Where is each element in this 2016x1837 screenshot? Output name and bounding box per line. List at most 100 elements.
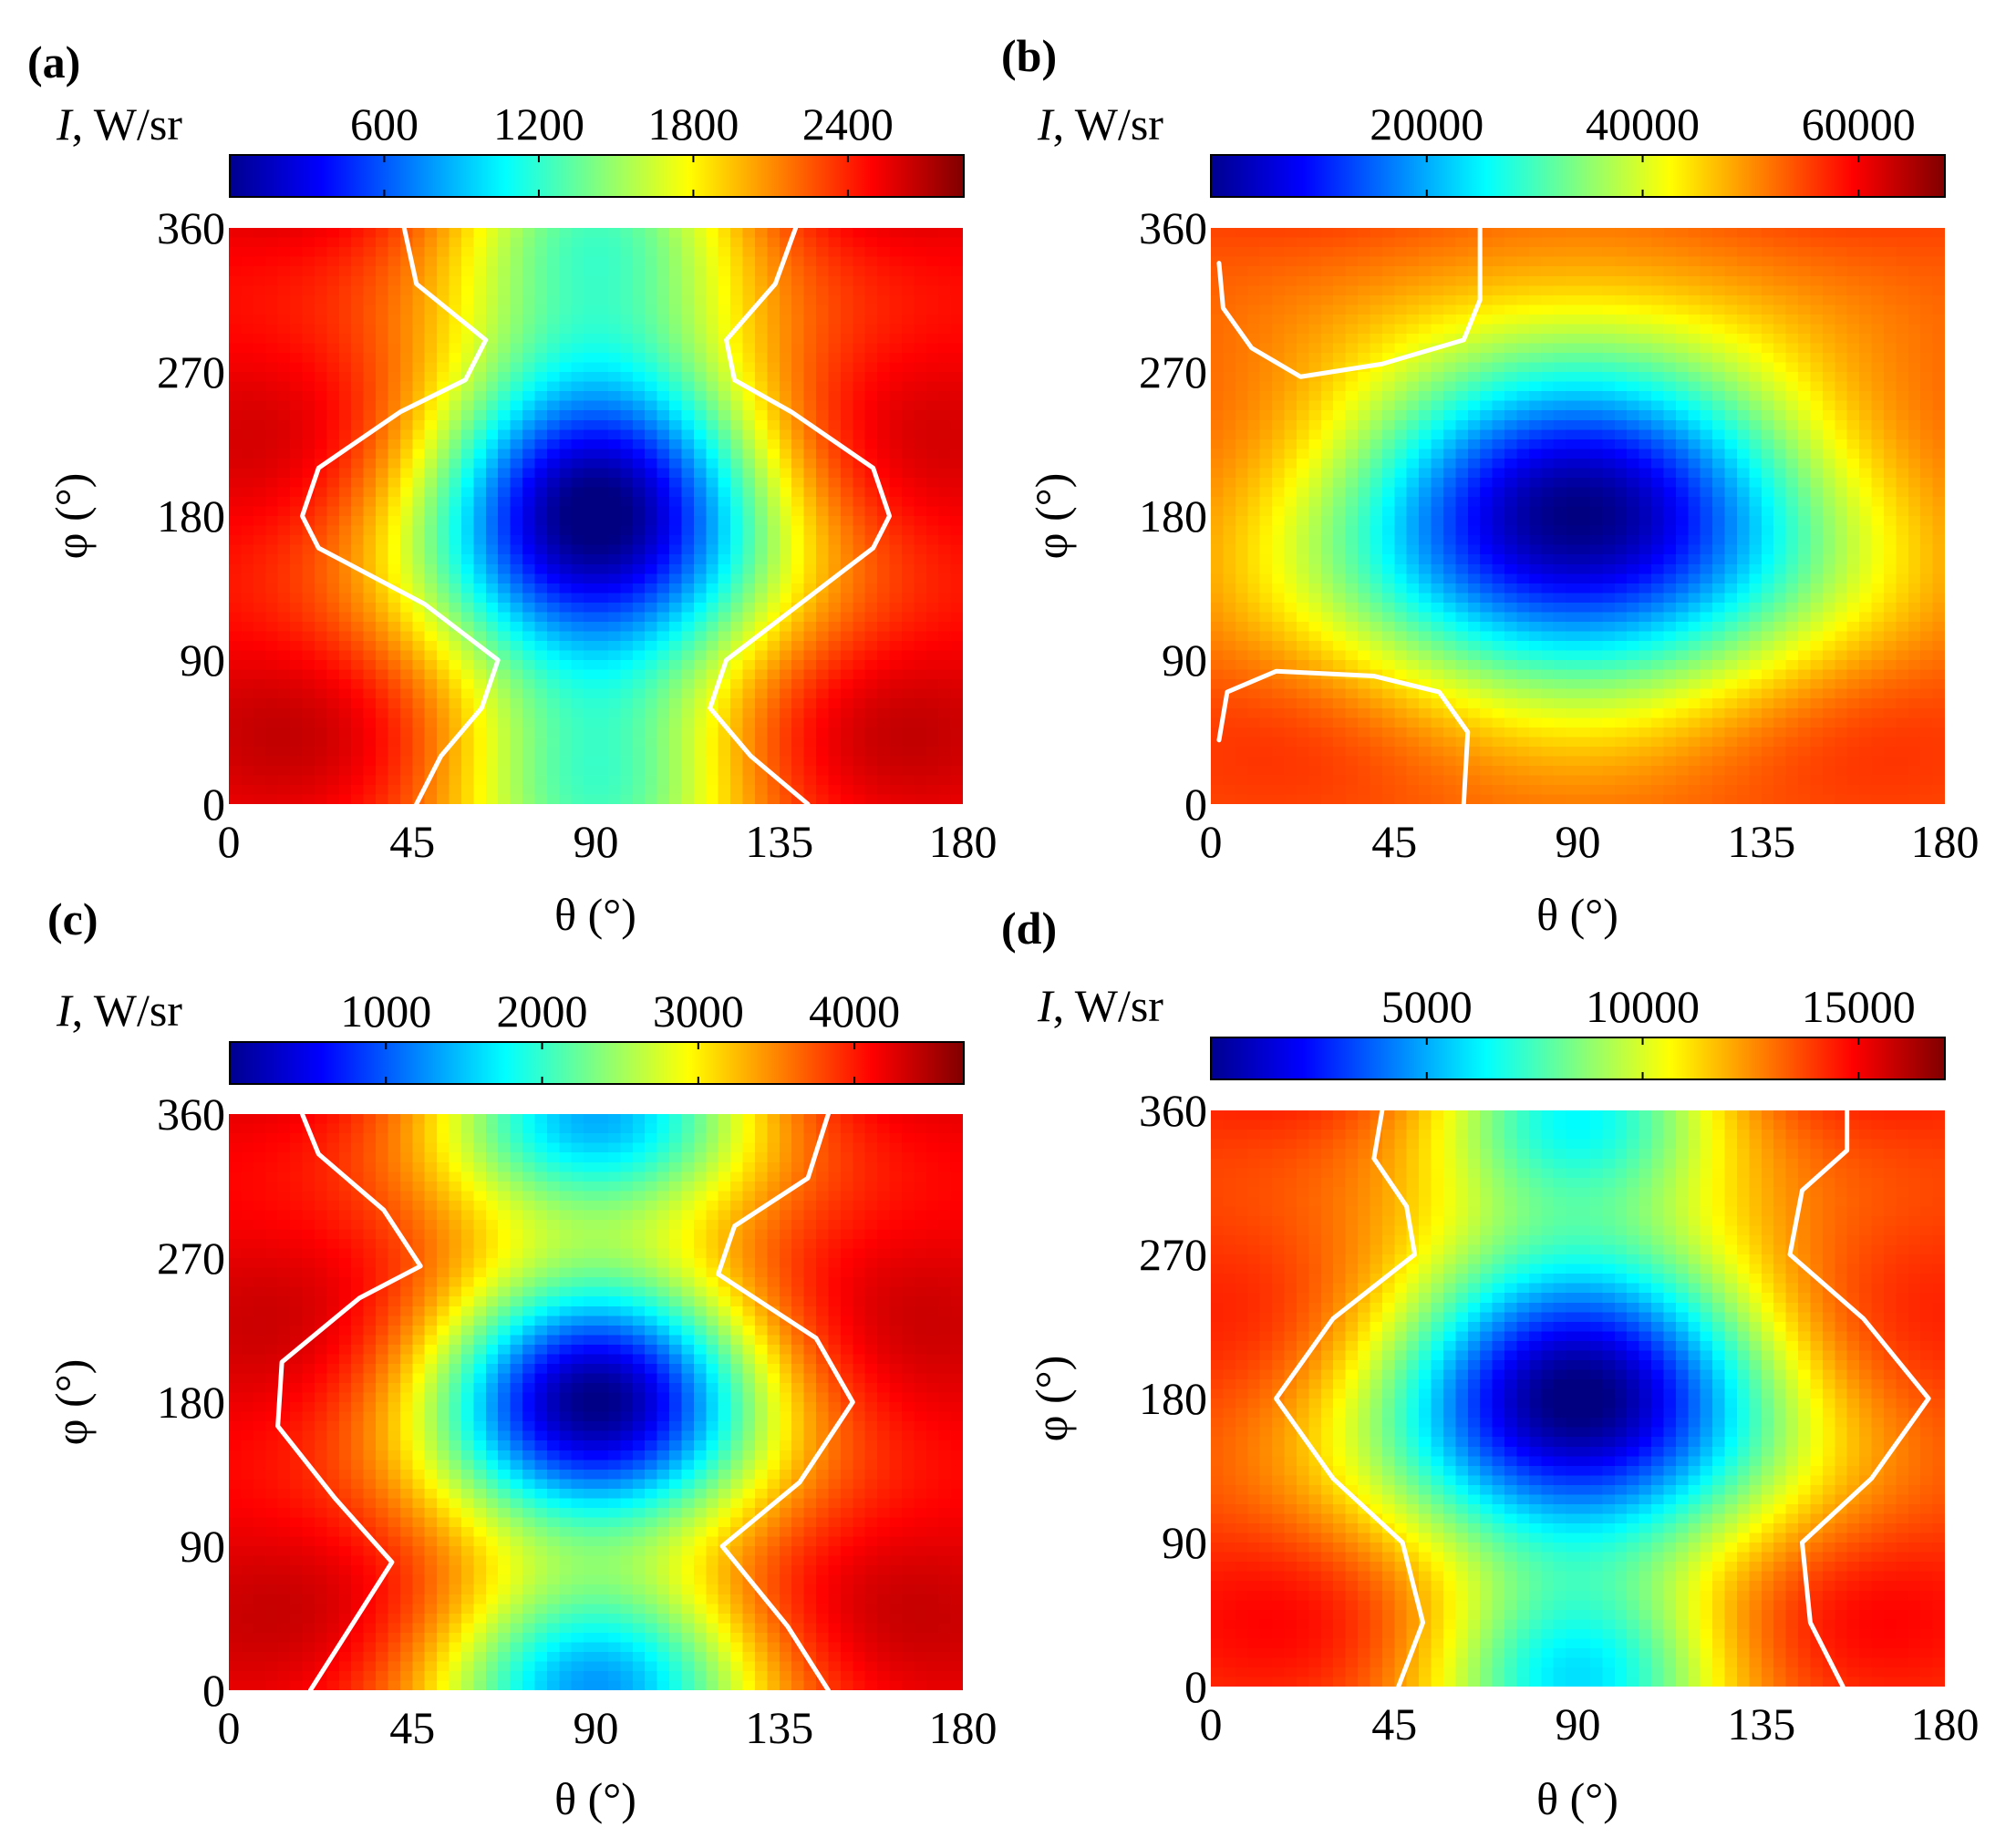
heatmap-cell bbox=[1370, 554, 1383, 564]
heatmap-cell bbox=[1370, 563, 1383, 574]
heatmap-cell bbox=[1259, 477, 1273, 488]
heatmap-cell bbox=[950, 429, 963, 439]
heatmap-cell bbox=[559, 506, 572, 517]
heatmap-cell bbox=[449, 669, 462, 680]
heatmap-cell bbox=[546, 727, 560, 738]
heatmap-cell bbox=[914, 352, 926, 363]
heatmap-cell bbox=[1381, 458, 1395, 469]
heatmap-cell bbox=[290, 765, 303, 776]
heatmap-cell bbox=[877, 381, 890, 392]
heatmap-cell bbox=[437, 688, 450, 699]
heatmap-cell bbox=[1333, 640, 1346, 651]
heatmap-cell bbox=[229, 784, 242, 795]
heatmap-cell bbox=[1308, 439, 1321, 449]
heatmap-cell bbox=[473, 381, 486, 392]
heatmap-cell bbox=[1419, 496, 1432, 507]
heatmap-cell bbox=[1272, 746, 1285, 757]
heatmap-cell bbox=[1211, 294, 1224, 305]
heatmap-cell bbox=[399, 324, 413, 334]
heatmap-cell bbox=[1235, 362, 1248, 373]
heatmap-cell bbox=[1394, 650, 1407, 661]
heatmap-cell bbox=[1223, 468, 1236, 478]
heatmap-cell bbox=[669, 669, 682, 680]
heatmap-cell bbox=[522, 727, 535, 738]
heatmap-cell bbox=[925, 535, 939, 545]
heatmap-cell bbox=[1467, 756, 1481, 766]
heatmap-cell bbox=[816, 660, 829, 670]
heatmap-cell bbox=[681, 237, 695, 248]
heatmap-cell bbox=[1431, 237, 1444, 248]
heatmap-cell bbox=[1455, 362, 1468, 373]
heatmap-cell bbox=[779, 775, 792, 786]
heatmap-cell bbox=[828, 612, 842, 622]
heatmap-cell bbox=[656, 391, 670, 401]
heatmap-cell bbox=[853, 593, 865, 603]
heatmap-cell bbox=[326, 372, 339, 382]
heatmap-cell bbox=[290, 419, 303, 430]
heatmap-cell bbox=[277, 650, 291, 661]
heatmap-cell bbox=[901, 237, 915, 248]
heatmap-cell bbox=[277, 784, 291, 795]
heatmap-cell bbox=[473, 717, 486, 728]
heatmap-cell bbox=[449, 362, 462, 373]
heatmap-cell bbox=[571, 660, 584, 670]
heatmap-cell bbox=[449, 285, 462, 295]
heatmap-cell bbox=[925, 669, 939, 680]
heatmap-cell bbox=[1308, 737, 1321, 747]
heatmap-cell bbox=[718, 449, 731, 459]
heatmap-cell bbox=[437, 237, 450, 248]
heatmap-cell bbox=[754, 640, 768, 651]
heatmap-cell bbox=[265, 275, 278, 286]
heatmap-cell bbox=[693, 679, 707, 689]
heatmap-cell bbox=[485, 544, 499, 555]
heatmap-cell bbox=[767, 372, 780, 382]
heatmap-cell bbox=[1272, 410, 1285, 420]
heatmap-cell bbox=[779, 477, 792, 488]
heatmap-cell bbox=[620, 737, 633, 747]
heatmap-cell bbox=[656, 458, 670, 469]
heatmap-cell bbox=[1455, 746, 1468, 757]
heatmap-cell bbox=[498, 535, 511, 545]
colorbar-tick-label: 20000 bbox=[1370, 98, 1484, 150]
heatmap-cell bbox=[1247, 746, 1260, 757]
heatmap-cell bbox=[889, 660, 903, 670]
heatmap-cell bbox=[914, 554, 926, 564]
heatmap-cell bbox=[1223, 717, 1236, 728]
heatmap-cell bbox=[546, 650, 560, 661]
heatmap-cell bbox=[853, 352, 865, 363]
heatmap-cell bbox=[1467, 554, 1481, 564]
heatmap-cell bbox=[1381, 333, 1395, 344]
heatmap-cell bbox=[620, 391, 633, 401]
heatmap-cell bbox=[901, 746, 915, 757]
heatmap-cell bbox=[1284, 275, 1297, 286]
heatmap-cell bbox=[351, 343, 364, 354]
heatmap-cell bbox=[1406, 237, 1420, 248]
heatmap-cell bbox=[1247, 612, 1260, 622]
heatmap-cell bbox=[791, 679, 804, 689]
heatmap-cell bbox=[1370, 343, 1383, 354]
heatmap-cell bbox=[229, 794, 242, 804]
heatmap-cell bbox=[473, 247, 486, 257]
heatmap-cell bbox=[584, 765, 596, 776]
heatmap-cell bbox=[853, 487, 865, 498]
heatmap-cell bbox=[326, 727, 339, 738]
heatmap-cell bbox=[388, 573, 401, 583]
heatmap-cell bbox=[1394, 640, 1407, 651]
heatmap-cell bbox=[840, 247, 853, 257]
heatmap-cell bbox=[1235, 372, 1248, 382]
heatmap-cell bbox=[338, 640, 352, 651]
heatmap-cell bbox=[853, 621, 865, 632]
heatmap-cell bbox=[241, 707, 254, 718]
heatmap-cell bbox=[584, 352, 596, 363]
heatmap-cell bbox=[424, 765, 438, 776]
heatmap-cell bbox=[510, 765, 523, 776]
heatmap-cell bbox=[938, 324, 951, 334]
heatmap-cell bbox=[718, 333, 731, 344]
heatmap-cell bbox=[399, 688, 413, 699]
heatmap-cell bbox=[730, 429, 743, 439]
heatmap-cell bbox=[1308, 419, 1321, 430]
heatmap-cell bbox=[1467, 640, 1481, 651]
heatmap-cell bbox=[1247, 314, 1260, 325]
heatmap-cell bbox=[1259, 449, 1273, 459]
heatmap-cell bbox=[1272, 256, 1285, 267]
